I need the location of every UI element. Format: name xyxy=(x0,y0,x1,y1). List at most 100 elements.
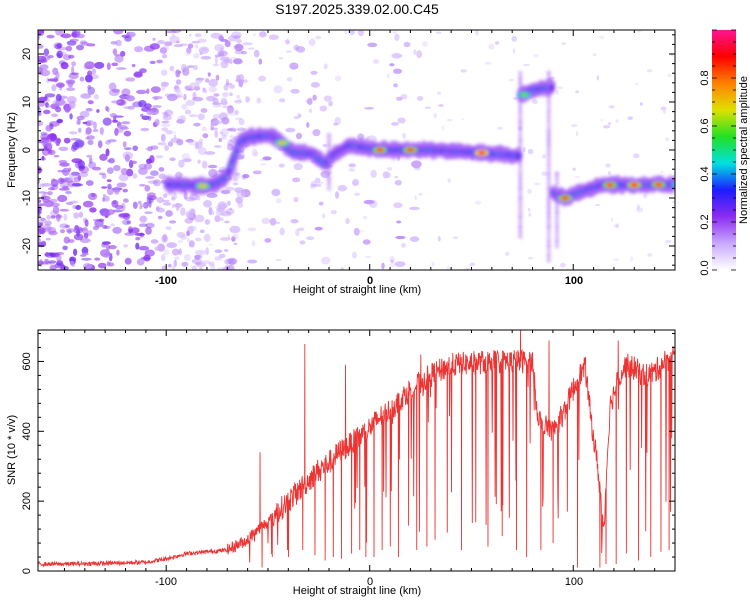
ridge-smear xyxy=(327,142,331,148)
ridge-smear xyxy=(546,138,551,143)
noise-blob xyxy=(229,84,235,89)
noise-blob xyxy=(183,254,191,261)
ridge-smear xyxy=(546,80,551,86)
noise-blob xyxy=(367,42,378,48)
spectrogram-panel: 20 10 0 -10 -20 -100 0 100 Height of str… xyxy=(6,29,676,296)
noise-blob xyxy=(176,118,185,124)
noise-blob xyxy=(139,203,148,207)
ridge-smear xyxy=(233,162,238,167)
noise-blob xyxy=(118,173,129,182)
noise-blob xyxy=(199,267,203,270)
noise-blob xyxy=(146,88,150,94)
noise-blob xyxy=(94,61,105,69)
noise-blob xyxy=(71,182,82,187)
noise-blob xyxy=(230,56,237,59)
noise-blob xyxy=(101,241,111,245)
noise-blob xyxy=(145,176,155,179)
noise-blob xyxy=(66,87,76,91)
noise-blob xyxy=(41,147,51,156)
noise-blob xyxy=(219,131,224,135)
noise-blob xyxy=(403,41,411,48)
noise-blob xyxy=(182,158,192,163)
noise-blob xyxy=(47,191,53,196)
noise-blob xyxy=(138,245,150,251)
noise-blob xyxy=(126,220,131,224)
noise-blob xyxy=(64,107,70,113)
snr-ylabel: SNR (10 * v/v) xyxy=(6,415,18,485)
noise-blob xyxy=(219,33,224,42)
noise-blob xyxy=(352,181,356,186)
noise-blob xyxy=(295,46,306,53)
noise-blob xyxy=(155,155,164,159)
noise-blob xyxy=(135,236,141,241)
ridge-smear xyxy=(546,253,551,258)
noise-blob xyxy=(108,262,115,267)
noise-blob xyxy=(414,195,417,201)
noise-blob xyxy=(100,212,111,217)
noise-blob xyxy=(154,246,160,251)
spectrogram-ytick-label: 10 xyxy=(21,96,33,108)
ridge-smear xyxy=(233,176,238,182)
noise-blob xyxy=(98,172,106,176)
noise-blob xyxy=(242,174,250,179)
noise-blob xyxy=(508,78,515,82)
noise-blob xyxy=(357,30,364,37)
ridge-smear xyxy=(233,138,238,143)
noise-blob xyxy=(167,263,172,268)
noise-blob xyxy=(59,208,70,212)
noise-blob xyxy=(86,154,93,158)
noise-blob xyxy=(197,38,207,43)
noise-blob xyxy=(172,248,180,256)
noise-blob xyxy=(310,180,317,187)
noise-blob xyxy=(533,182,541,186)
noise-blob xyxy=(370,169,377,178)
noise-blob xyxy=(278,98,286,103)
noise-blob xyxy=(615,223,619,229)
ridge-smear xyxy=(233,171,238,177)
noise-blob xyxy=(134,232,145,236)
ridge-smear xyxy=(546,104,551,110)
ridge-smear xyxy=(546,176,551,182)
noise-blob xyxy=(278,57,284,60)
noise-blob xyxy=(87,100,94,105)
noise-blob xyxy=(523,63,530,67)
noise-blob xyxy=(175,87,182,90)
noise-blob xyxy=(256,97,262,104)
noise-blob xyxy=(162,114,172,121)
noise-blob xyxy=(475,30,479,36)
noise-blob xyxy=(131,63,136,68)
noise-blob xyxy=(169,220,177,224)
noise-blob xyxy=(418,192,423,196)
noise-blob xyxy=(171,265,176,270)
noise-blob xyxy=(268,34,279,40)
noise-blob xyxy=(40,131,48,136)
ridge-core xyxy=(548,84,555,92)
noise-blob xyxy=(58,146,69,151)
ridge-smear xyxy=(518,157,523,163)
colorbar-tick-label: 0.8 xyxy=(699,70,711,85)
noise-blob xyxy=(197,147,207,156)
noise-blob xyxy=(278,163,285,168)
noise-blob xyxy=(63,177,70,183)
noise-blob xyxy=(251,240,256,247)
noise-blob xyxy=(79,238,91,244)
ridge-smear xyxy=(518,195,523,201)
ridge-smear xyxy=(546,75,551,81)
noise-blob xyxy=(400,94,408,100)
noise-blob xyxy=(193,122,201,127)
noise-blob xyxy=(224,249,229,252)
noise-blob xyxy=(152,105,162,108)
noise-blob xyxy=(660,170,664,173)
noise-blob xyxy=(158,167,165,172)
noise-blob xyxy=(293,116,300,120)
noise-blob xyxy=(102,117,112,126)
noise-blob xyxy=(190,208,195,213)
noise-blob xyxy=(293,163,303,171)
ridge-smear xyxy=(327,186,331,191)
noise-blob xyxy=(635,82,639,85)
noise-blob xyxy=(164,41,173,46)
noise-blob xyxy=(198,46,210,54)
ridge-smear xyxy=(546,224,551,230)
ridge-peak xyxy=(561,196,570,200)
noise-blob xyxy=(38,121,44,126)
